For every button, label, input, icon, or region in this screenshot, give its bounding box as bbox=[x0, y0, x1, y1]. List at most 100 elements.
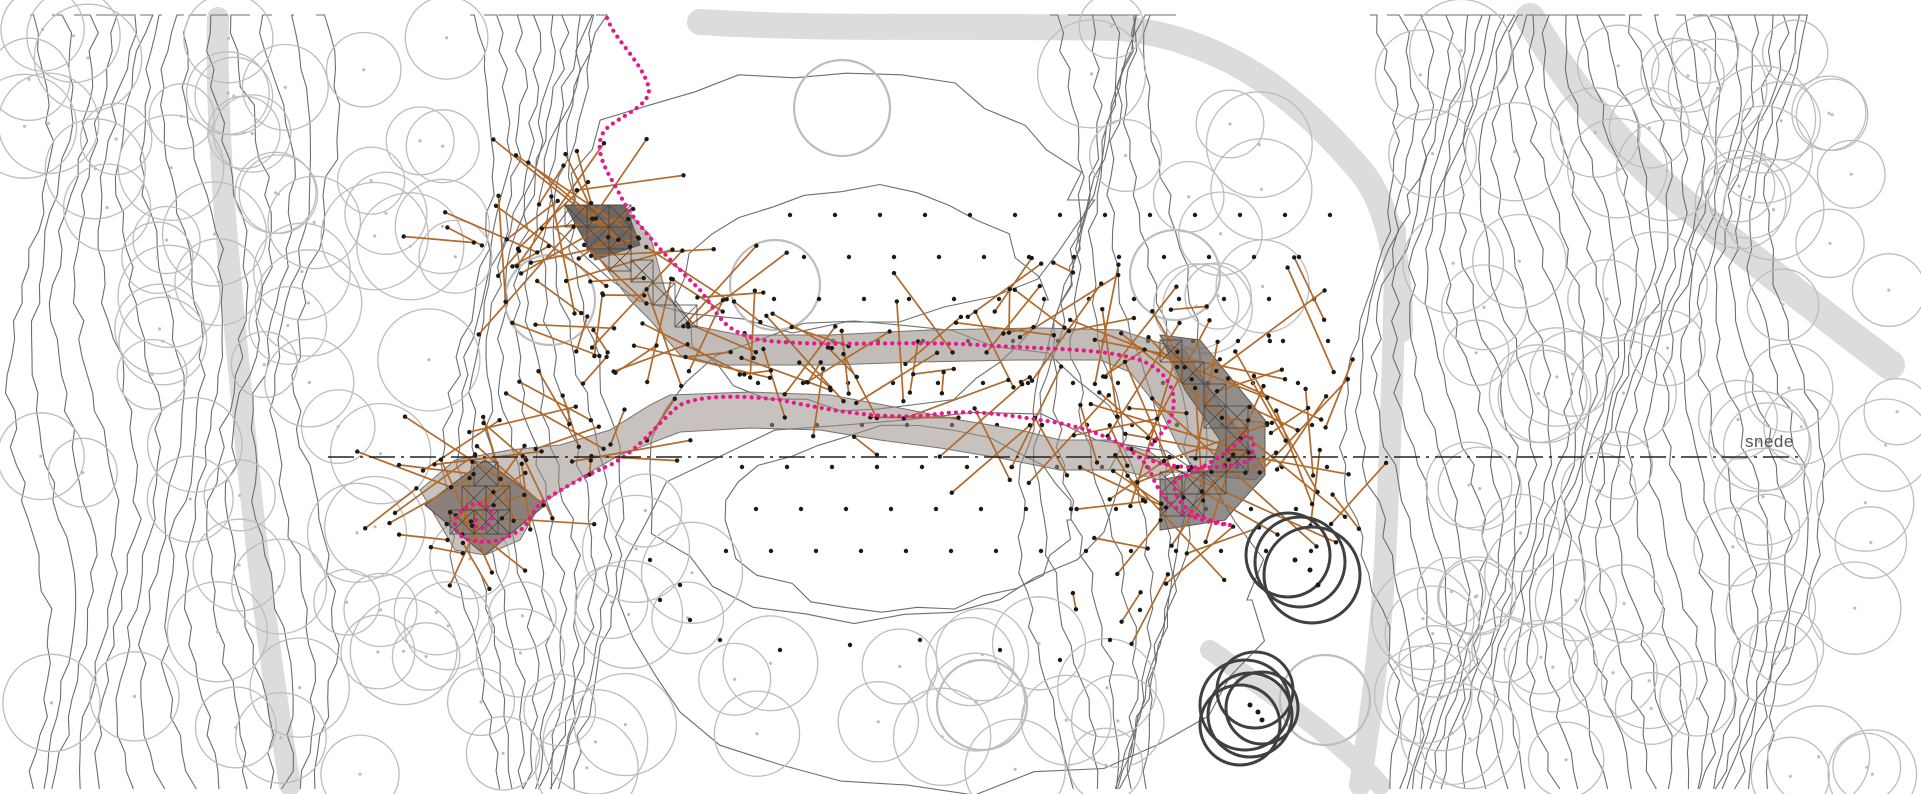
tree-center bbox=[370, 179, 373, 182]
rod-node bbox=[1323, 425, 1327, 429]
grid-point-icon bbox=[1039, 549, 1043, 553]
rod-node bbox=[1093, 382, 1097, 386]
grid-point-icon bbox=[1103, 213, 1107, 217]
rod-node bbox=[1051, 261, 1055, 265]
rod-node bbox=[432, 462, 436, 466]
tree-center bbox=[1431, 632, 1434, 635]
rod-node bbox=[669, 277, 673, 281]
rod-node bbox=[575, 149, 579, 153]
rod-node bbox=[1318, 448, 1322, 452]
rod-node bbox=[654, 343, 658, 347]
rod-node bbox=[1306, 406, 1310, 410]
tree-center bbox=[1219, 232, 1222, 235]
rod-node bbox=[1062, 326, 1066, 330]
rod-node bbox=[1146, 546, 1150, 550]
tree-center bbox=[624, 723, 627, 726]
rod-node bbox=[533, 323, 537, 327]
grid-point-icon bbox=[756, 381, 760, 385]
rod-node bbox=[903, 362, 907, 366]
rod-node bbox=[1006, 378, 1010, 382]
tree-center bbox=[1594, 131, 1597, 134]
rod-node bbox=[517, 249, 521, 253]
rod-node bbox=[1038, 284, 1042, 288]
rod-node bbox=[1097, 390, 1101, 394]
rod-node bbox=[490, 570, 494, 574]
rod-node bbox=[1108, 423, 1112, 427]
rod-node bbox=[473, 452, 477, 456]
rod-node bbox=[481, 421, 485, 425]
rod-node bbox=[993, 309, 997, 313]
rod-node bbox=[768, 376, 772, 380]
tree-center bbox=[168, 295, 171, 298]
tree-center bbox=[284, 86, 287, 89]
rod-node bbox=[571, 225, 575, 229]
rod-node bbox=[524, 458, 528, 462]
tree-center bbox=[1696, 697, 1699, 700]
rod-node bbox=[496, 194, 500, 198]
grid-point-icon bbox=[814, 549, 818, 553]
rod-node bbox=[1093, 338, 1097, 342]
rod-node bbox=[841, 399, 845, 403]
rod-node bbox=[604, 284, 608, 288]
tree-center bbox=[1260, 188, 1263, 191]
rod-node bbox=[1205, 304, 1209, 308]
rod-node bbox=[973, 310, 977, 314]
rod-node bbox=[841, 352, 845, 356]
rod-node bbox=[1332, 370, 1336, 374]
rod-node bbox=[1020, 382, 1024, 386]
tree-center bbox=[169, 166, 172, 169]
rod-node bbox=[574, 349, 578, 353]
rod-node bbox=[1138, 590, 1142, 594]
rod-node bbox=[1265, 421, 1269, 425]
grid-point-icon bbox=[952, 297, 956, 301]
rod-node bbox=[950, 350, 954, 354]
grid-point-icon bbox=[923, 213, 927, 217]
tree-center bbox=[425, 655, 428, 658]
rod-node bbox=[1164, 582, 1168, 586]
grid-point-icon bbox=[965, 465, 969, 469]
rod-node bbox=[1220, 416, 1224, 420]
rod-node bbox=[1146, 436, 1150, 440]
grid-point-icon bbox=[1207, 255, 1211, 259]
tree-center bbox=[558, 708, 561, 711]
tree-center bbox=[1853, 607, 1856, 610]
tree-center bbox=[634, 547, 637, 550]
tree-center bbox=[1124, 154, 1127, 157]
rod-node bbox=[612, 326, 616, 330]
tree-center bbox=[358, 773, 361, 776]
grid-point-icon bbox=[994, 549, 998, 553]
rod-node bbox=[472, 240, 476, 244]
rod-node bbox=[754, 244, 758, 248]
rod-node bbox=[1030, 379, 1034, 383]
tree-center bbox=[1864, 501, 1867, 504]
tree-center bbox=[1760, 118, 1763, 121]
grid-point-icon bbox=[1026, 381, 1030, 385]
tree-center bbox=[755, 732, 758, 735]
rod-node bbox=[1027, 481, 1031, 485]
rod-node bbox=[613, 371, 617, 375]
grid-point-icon bbox=[1222, 297, 1226, 301]
grid-point-icon bbox=[788, 213, 792, 217]
tree-center bbox=[1850, 173, 1853, 176]
rod-node bbox=[519, 271, 523, 275]
rod-node bbox=[1207, 318, 1211, 322]
rod-node bbox=[826, 345, 830, 349]
rod-node bbox=[636, 235, 640, 239]
rod-node bbox=[1071, 591, 1075, 595]
tree-center bbox=[627, 613, 630, 616]
rod-node bbox=[1067, 329, 1071, 333]
rod-node bbox=[632, 344, 636, 348]
tree-center bbox=[1616, 167, 1619, 170]
tree-center bbox=[151, 373, 154, 376]
rod-node bbox=[608, 442, 612, 446]
rod-node bbox=[1072, 433, 1076, 437]
grid-point-icon bbox=[1309, 549, 1313, 553]
rod-node bbox=[550, 516, 554, 520]
rod-node bbox=[1013, 288, 1017, 292]
rod-node bbox=[1175, 350, 1179, 354]
rod-node bbox=[537, 202, 541, 206]
tree-center bbox=[441, 145, 444, 148]
rod-node bbox=[467, 430, 471, 434]
tree-center bbox=[28, 78, 31, 81]
tree-center bbox=[1519, 531, 1522, 534]
